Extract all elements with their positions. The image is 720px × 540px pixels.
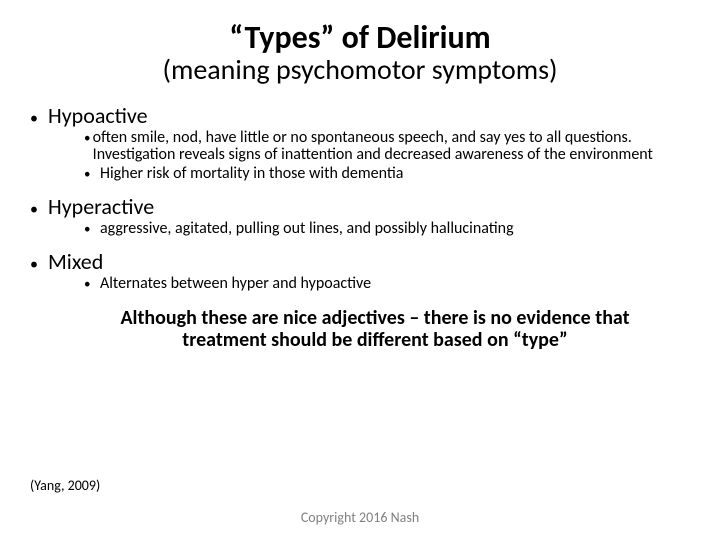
- sub-list-item-text: Higher risk of mortality in those with d…: [100, 166, 403, 183]
- list-item: • Mixed • Alternates between hyper and h…: [30, 250, 690, 293]
- conclusion-text: Although these are nice adjectives – the…: [30, 307, 690, 351]
- title-block: “Types” of Delirium (meaning psychomotor…: [30, 20, 690, 86]
- sub-list-item: • Alternates between hyper and hypoactiv…: [84, 276, 690, 293]
- list-item: • Hypoactive • often smile, nod, have li…: [30, 104, 690, 183]
- copyright-text: Copyright 2016 Nash: [0, 509, 720, 526]
- title-main: “Types” of Delirium: [30, 20, 690, 55]
- list-item-label: Hyperactive: [48, 195, 154, 219]
- slide: “Types” of Delirium (meaning psychomotor…: [0, 0, 720, 540]
- list-item: • Hyperactive • aggressive, agitated, pu…: [30, 195, 690, 238]
- bullet-list: • Hypoactive • often smile, nod, have li…: [30, 104, 690, 293]
- sub-list: • often smile, nod, have little or no sp…: [30, 130, 690, 182]
- sub-list: • Alternates between hyper and hypoactiv…: [30, 276, 690, 293]
- bullet-icon: •: [30, 202, 48, 218]
- list-item-label: Mixed: [48, 250, 103, 274]
- bullet-icon: •: [30, 257, 48, 273]
- bullet-icon: •: [84, 168, 100, 181]
- sub-list-item: • often smile, nod, have little or no sp…: [84, 130, 690, 164]
- sub-list-item: • aggressive, agitated, pulling out line…: [84, 221, 690, 238]
- sub-list-item-text: often smile, nod, have little or no spon…: [93, 130, 690, 164]
- bullet-icon: •: [30, 111, 48, 127]
- sub-list: • aggressive, agitated, pulling out line…: [30, 221, 690, 238]
- citation-text: (Yang, 2009): [30, 477, 100, 494]
- bullet-icon: •: [84, 278, 100, 291]
- title-subtitle: (meaning psychomotor symptoms): [30, 55, 690, 86]
- list-item-label: Hypoactive: [48, 104, 148, 128]
- sub-list-item-text: aggressive, agitated, pulling out lines,…: [100, 221, 514, 238]
- bullet-icon: •: [84, 132, 93, 145]
- bullet-icon: •: [84, 223, 100, 236]
- sub-list-item: • Higher risk of mortality in those with…: [84, 166, 690, 183]
- sub-list-item-text: Alternates between hyper and hypoactive: [100, 276, 371, 293]
